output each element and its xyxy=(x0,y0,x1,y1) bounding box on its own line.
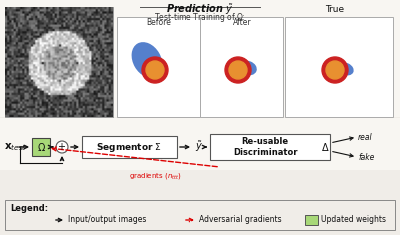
Ellipse shape xyxy=(338,63,354,75)
Bar xyxy=(32,138,50,156)
Text: $\Omega$: $\Omega$ xyxy=(36,141,46,153)
Bar xyxy=(5,7,113,117)
Text: gradients ($n_{ttt}$): gradients ($n_{ttt}$) xyxy=(129,171,181,181)
Text: Prediction $\tilde{y}$: Prediction $\tilde{y}$ xyxy=(166,2,234,17)
Text: Before: Before xyxy=(146,18,172,27)
Bar xyxy=(305,215,318,225)
Bar xyxy=(82,136,177,158)
Circle shape xyxy=(56,141,68,153)
Bar xyxy=(0,0,400,117)
Text: Input $\mathbf{x}_{test}$: Input $\mathbf{x}_{test}$ xyxy=(35,5,81,18)
Circle shape xyxy=(326,61,344,79)
Text: True: True xyxy=(326,5,344,14)
Bar xyxy=(200,17,283,117)
Bar xyxy=(285,17,393,117)
Text: $\mathbf{x}_{test}$: $\mathbf{x}_{test}$ xyxy=(4,141,27,153)
Bar xyxy=(117,17,200,117)
Bar xyxy=(0,118,400,170)
Circle shape xyxy=(229,61,247,79)
Text: $+$: $+$ xyxy=(58,141,66,153)
Text: Legend:: Legend: xyxy=(10,204,48,213)
Text: Adversarial gradients: Adversarial gradients xyxy=(199,215,282,224)
Text: Re-usable
Discriminator: Re-usable Discriminator xyxy=(233,137,297,157)
Circle shape xyxy=(142,57,168,83)
Text: $\tilde{y}$: $\tilde{y}$ xyxy=(195,140,203,154)
Text: $\Delta$: $\Delta$ xyxy=(321,141,329,153)
Circle shape xyxy=(322,57,348,83)
Bar xyxy=(5,200,395,230)
Text: Test-time Training of $\Omega$:: Test-time Training of $\Omega$: xyxy=(154,11,246,24)
Text: Input/output images: Input/output images xyxy=(68,215,146,224)
Text: fake: fake xyxy=(358,153,374,161)
Circle shape xyxy=(225,57,251,83)
Ellipse shape xyxy=(239,61,257,75)
Text: Updated weights: Updated weights xyxy=(321,215,386,224)
Circle shape xyxy=(146,61,164,79)
Text: Segmentor $\Sigma$: Segmentor $\Sigma$ xyxy=(96,141,162,153)
Bar xyxy=(210,134,330,160)
Ellipse shape xyxy=(132,42,162,78)
Text: After: After xyxy=(233,18,251,27)
Text: real: real xyxy=(358,133,373,141)
